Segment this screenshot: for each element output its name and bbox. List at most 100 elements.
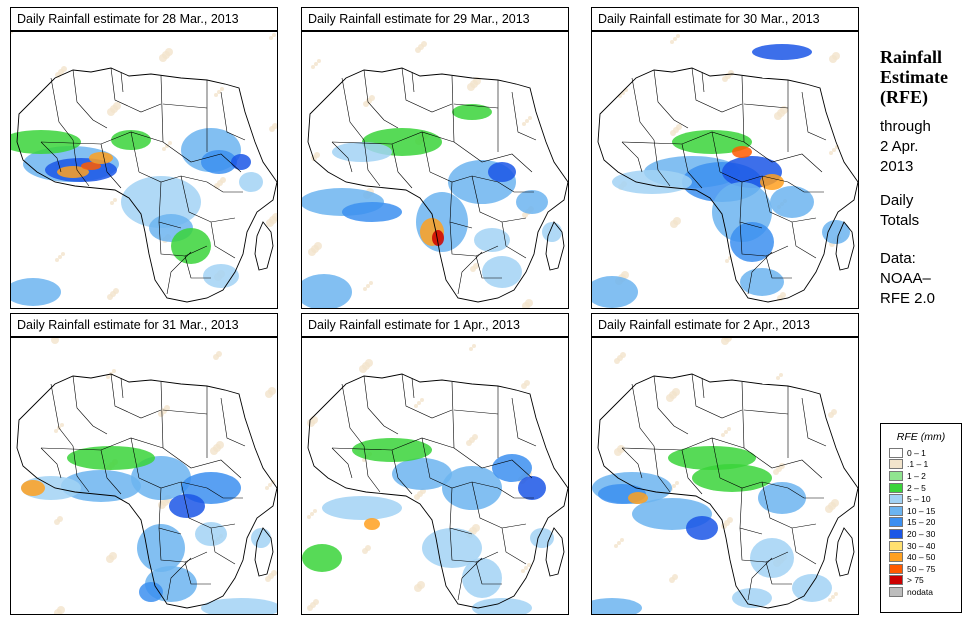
- country-border: [72, 445, 90, 493]
- country-border: [791, 221, 817, 259]
- africa-coastline: [307, 373, 568, 609]
- panel-title: Daily Rainfall estimate for 1 Apr., 2013: [301, 313, 569, 337]
- country-border: [401, 67, 453, 113]
- light-rain-speck: [265, 576, 271, 582]
- legend-label: 1 – 2: [907, 470, 926, 481]
- light-rain-speck: [55, 258, 59, 262]
- legend-item: 40 – 50: [889, 551, 961, 563]
- country-border: [160, 381, 164, 449]
- rainfall-panel-28-mar: Daily Rainfall estimate for 28 Mar., 201…: [10, 7, 278, 309]
- country-border: [120, 71, 124, 93]
- country-border: [162, 103, 208, 109]
- country-border: [331, 131, 455, 145]
- light-rain-speck: [670, 130, 676, 136]
- light-rain-speck: [525, 119, 529, 123]
- rainfall-area: [139, 582, 163, 602]
- country-border: [475, 561, 502, 585]
- country-border: [331, 437, 455, 451]
- country-border: [453, 447, 533, 479]
- sidebar-title-line: (RFE): [880, 87, 928, 107]
- country-border: [331, 447, 353, 479]
- light-rain-speck: [829, 151, 833, 155]
- country-border: [166, 251, 192, 295]
- panel-title: Daily Rainfall estimate for 2 Apr., 2013: [591, 313, 859, 337]
- rainfall-area: [442, 466, 502, 510]
- legend-label: > 75: [907, 575, 924, 586]
- rainfall-area: [11, 278, 61, 306]
- light-rain-speck: [107, 108, 115, 116]
- country-border: [220, 397, 246, 447]
- light-rain-speck: [832, 148, 836, 152]
- sidebar-line: RFE 2.0: [880, 290, 936, 307]
- country-border: [621, 447, 643, 479]
- country-border: [691, 373, 743, 419]
- sidebar-line: Daily: [880, 192, 914, 209]
- legend-swatch: [889, 517, 903, 528]
- country-border: [120, 377, 124, 399]
- country-border: [72, 375, 108, 435]
- rainfall-area: [137, 524, 185, 572]
- light-rain-speck: [54, 609, 62, 614]
- country-border: [741, 381, 745, 449]
- country-border: [765, 561, 792, 585]
- legend-item: 20 – 30: [889, 528, 961, 540]
- rainfall-area: [730, 222, 774, 262]
- country-border: [653, 69, 689, 129]
- country-border: [100, 143, 122, 189]
- country-border: [421, 131, 431, 173]
- country-border: [130, 437, 140, 479]
- light-rain-speck: [521, 383, 527, 389]
- country-border: [453, 141, 533, 173]
- light-rain-speck: [776, 376, 780, 380]
- legend-label: 5 – 10: [907, 494, 931, 505]
- country-border: [653, 139, 671, 187]
- africa-map-svg: [11, 32, 277, 306]
- country-border: [331, 141, 353, 173]
- rainfall-map: [10, 337, 278, 615]
- legend-swatch: [889, 552, 903, 563]
- rainfall-area: [516, 190, 548, 214]
- rainfall-area: [542, 222, 562, 242]
- light-rain-speck: [107, 294, 113, 300]
- sidebar-daily-totals: Daily Totals: [880, 191, 966, 231]
- light-rain-speck: [522, 122, 526, 126]
- light-rain-speck: [266, 219, 274, 227]
- rainfall-area: [452, 104, 492, 120]
- sidebar-line: through: [880, 118, 931, 135]
- light-rain-speck: [669, 577, 675, 583]
- country-border: [363, 69, 399, 129]
- light-rain-speck: [725, 259, 729, 263]
- light-rain-speck: [268, 483, 272, 487]
- country-border: [411, 377, 415, 399]
- rainfall-area: [251, 528, 271, 548]
- country-border: [429, 477, 499, 489]
- country-border: [40, 447, 62, 479]
- rainfall-area: [472, 598, 532, 614]
- country-border: [162, 409, 208, 415]
- light-rain-speck: [472, 344, 476, 348]
- light-rain-speck: [673, 37, 677, 41]
- legend-item: 5 – 10: [889, 493, 961, 505]
- country-border: [449, 221, 499, 257]
- country-border: [130, 131, 140, 173]
- rainfall-area: [518, 476, 546, 500]
- rainfall-area: [612, 170, 692, 194]
- light-rain-speck: [308, 248, 316, 256]
- country-border: [206, 487, 243, 499]
- light-rain-speck: [614, 544, 618, 548]
- light-rain-speck: [55, 72, 61, 78]
- light-rain-speck: [417, 401, 421, 405]
- country-border: [701, 377, 705, 399]
- rainfall-area: [131, 456, 191, 500]
- rainfall-area: [67, 446, 155, 470]
- country-border: [621, 131, 745, 145]
- country-border: [653, 445, 671, 493]
- light-rain-speck: [666, 394, 674, 402]
- rainfall-map: [301, 337, 569, 615]
- light-rain-speck: [265, 486, 269, 490]
- light-rain-speck: [672, 484, 676, 488]
- light-rain-speck: [159, 54, 167, 62]
- legend-item: 10 – 15: [889, 505, 961, 517]
- legend-item: nodata: [889, 586, 961, 598]
- country-border: [166, 557, 192, 601]
